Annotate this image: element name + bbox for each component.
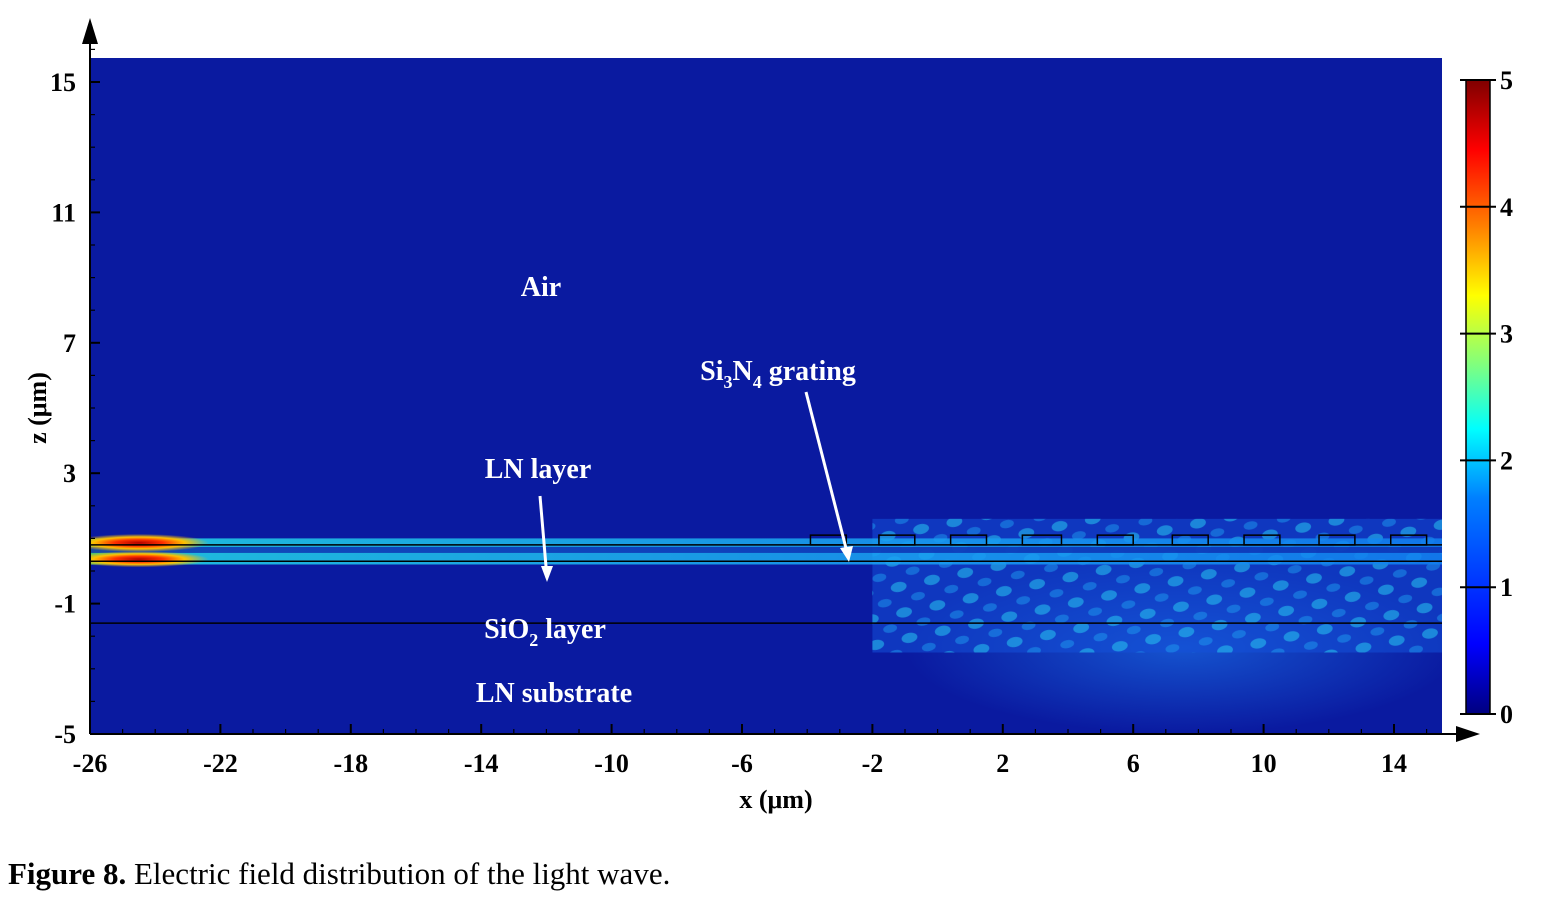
x-tick-label: -2 (862, 749, 884, 778)
colorbar-tick-label: 1 (1500, 573, 1513, 602)
source-hotspot-upper (90, 533, 209, 552)
source-hotspot-lower (90, 551, 209, 568)
label-sio2-layer: SiO2 layer (484, 614, 606, 650)
x-tick-label: -22 (203, 749, 238, 778)
x-tick-label: -26 (73, 749, 108, 778)
colorbar-tick-label: 0 (1500, 700, 1513, 729)
grating-pointer-head-icon (840, 546, 853, 562)
label-ln-substrate: LN substrate (476, 678, 632, 709)
axes: -26 -22 -18 -14 -10 -6 -2 2 6 10 14x (μm) -5-13711… (23, 18, 1480, 814)
guided-mode-core (90, 546, 1442, 553)
x-tick-label: 10 (1251, 749, 1277, 778)
x-tick-label: -6 (731, 749, 753, 778)
colorbar-tick-label: 3 (1500, 320, 1513, 349)
annotations: Air LN layer SiO2 layer LN substrate Si3… (476, 272, 856, 709)
grating-tooth (1389, 534, 1428, 546)
x-tick-label: -14 (464, 749, 499, 778)
grating-tooth (1243, 534, 1281, 546)
x-axis-arrow-icon (1456, 726, 1480, 742)
x-tick-label: 6 (1127, 749, 1140, 778)
grating-tooth (1096, 534, 1134, 546)
grating-tooth (1318, 534, 1356, 546)
field-map (90, 58, 1442, 734)
grating-tooth (878, 534, 916, 546)
y-tick-label: 15 (50, 68, 76, 97)
y-tick-label: -5 (54, 720, 76, 749)
colorbar-gradient (1465, 79, 1491, 715)
caption-label: Figure 8. (8, 856, 127, 891)
y-axis-arrow-icon (82, 18, 98, 44)
y-tick-label: 7 (63, 329, 76, 358)
grating-tooth (949, 534, 988, 546)
figure-caption: Figure 8. Electric field distribution of… (8, 856, 670, 892)
x-tick-label: 14 (1381, 749, 1407, 778)
label-air: Air (521, 272, 561, 303)
y-axis-label: z (μm) (23, 372, 52, 444)
ln-layer-pointer-head-icon (541, 566, 553, 582)
x-axis-label: x (μm) (739, 785, 812, 814)
y-tick-label: 11 (51, 198, 76, 227)
colorbar-tick-label: 5 (1500, 66, 1513, 95)
y-tick-label: -1 (54, 590, 76, 619)
x-tick-label: -18 (333, 749, 368, 778)
x-tick-label: -10 (594, 749, 629, 778)
colorbar: 0 1 2 3 4 5 (1460, 66, 1513, 729)
colorbar-tick-label: 2 (1500, 446, 1513, 475)
colorbar-tick-label: 4 (1500, 193, 1513, 222)
grating-tooth (809, 534, 848, 546)
label-si3n4-grating: Si3N4 grating (700, 356, 856, 392)
x-tick-label: 2 (996, 749, 1009, 778)
grating-pointer (804, 391, 850, 557)
grating-tooth (1171, 534, 1209, 546)
label-ln-layer: LN layer (485, 454, 592, 485)
y-tick-label: 3 (63, 459, 76, 488)
grating-tooth (1021, 534, 1063, 546)
ln-layer-pointer (538, 495, 549, 579)
caption-text: Electric field distribution of the light… (126, 856, 671, 891)
